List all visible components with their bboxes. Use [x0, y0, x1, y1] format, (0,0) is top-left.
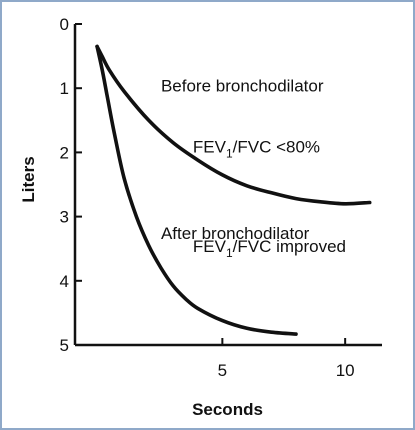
ratio-text: /FVC <80%	[233, 137, 320, 156]
y-tick-label: 5	[60, 336, 69, 355]
y-tick-label: 1	[60, 79, 69, 98]
y-tick-label: 2	[60, 143, 69, 162]
ratio-text: /FVC improved	[233, 237, 346, 256]
fev-fvc-label: FEV1/FVC improved	[193, 237, 346, 260]
x-tick-label: 10	[336, 361, 355, 380]
fev-subscript: 1	[226, 246, 233, 260]
y-axis-title: Liters	[19, 156, 38, 202]
curve-annotation: After bronchodilator	[161, 224, 310, 243]
fev-fvc-label: FEV1/FVC <80%	[193, 137, 320, 160]
before-bronchodilator-curve	[95, 44, 372, 206]
y-tick-label: 3	[60, 208, 69, 227]
x-tick-label: 5	[218, 361, 227, 380]
y-tick-label: 4	[60, 272, 69, 291]
y-tick-label: 0	[60, 15, 69, 34]
fev-text: FEV	[193, 237, 227, 256]
curve-annotation: Before bronchodilator	[161, 76, 324, 95]
fev-subscript: 1	[226, 146, 233, 160]
after-bronchodilator-curve	[95, 44, 298, 336]
x-axis-title: Seconds	[192, 400, 263, 419]
fev-text: FEV	[193, 137, 227, 156]
